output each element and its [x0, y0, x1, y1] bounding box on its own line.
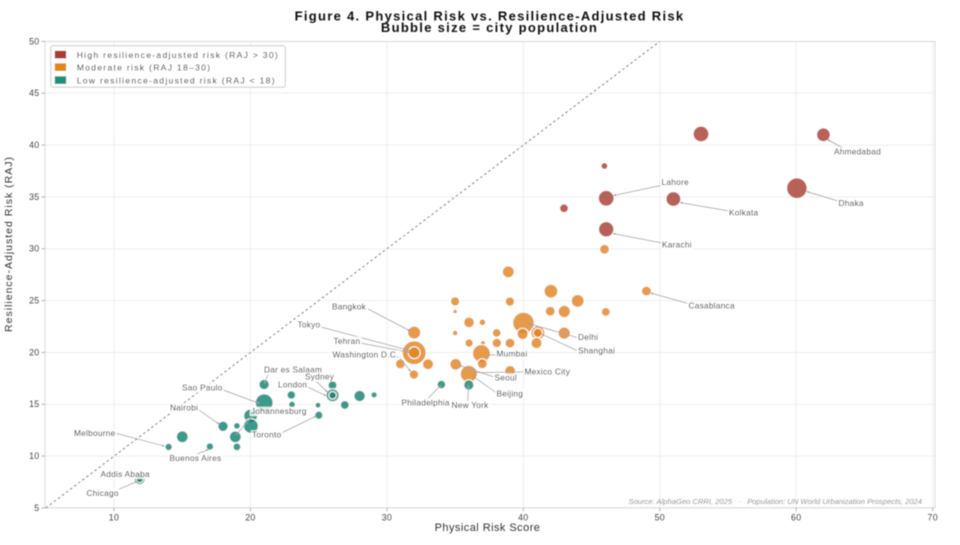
svg-text:Kolkata: Kolkata	[729, 208, 759, 218]
svg-text:70: 70	[928, 513, 938, 523]
svg-text:Physical Risk Score: Physical Risk Score	[435, 522, 541, 534]
svg-text:Philadelphia: Philadelphia	[402, 398, 450, 408]
svg-text:15: 15	[29, 399, 39, 409]
svg-text:Addis Ababa: Addis Ababa	[101, 469, 150, 479]
svg-text:25: 25	[29, 296, 39, 306]
svg-text:Delhi: Delhi	[578, 332, 598, 342]
svg-text:5: 5	[34, 503, 39, 513]
svg-text:Beijing: Beijing	[497, 389, 524, 399]
svg-text:Washington D.C.: Washington D.C.	[333, 350, 399, 360]
svg-text:Melbourne: Melbourne	[74, 428, 116, 438]
svg-text:Source: AlphaGeo CRRI, 2025: Source: AlphaGeo CRRI, 2025 · Population…	[629, 497, 923, 506]
svg-text:Resilience-Adjusted Risk (RAJ): Resilience-Adjusted Risk (RAJ)	[3, 156, 15, 332]
svg-text:10: 10	[109, 513, 119, 523]
svg-text:Buenos Aires: Buenos Aires	[170, 453, 222, 463]
svg-text:50: 50	[655, 513, 665, 523]
svg-text:10: 10	[29, 451, 39, 461]
svg-text:High resilience-adjusted risk: High resilience-adjusted risk (RAJ > 30)	[77, 50, 279, 60]
svg-text:40: 40	[29, 140, 39, 150]
svg-text:Casablanca: Casablanca	[689, 301, 735, 311]
svg-text:Mexico City: Mexico City	[525, 367, 571, 377]
svg-text:Bangkok: Bangkok	[332, 302, 367, 312]
svg-text:35: 35	[29, 192, 39, 202]
svg-text:Nairobi: Nairobi	[170, 403, 198, 413]
svg-text:Lahore: Lahore	[662, 177, 689, 187]
svg-text:Low resilience-adjusted risk (: Low resilience-adjusted risk (RAJ < 18)	[77, 75, 276, 85]
svg-text:New York: New York	[452, 400, 490, 410]
svg-text:Ahmedabad: Ahmedabad	[834, 147, 881, 157]
svg-text:Seoul: Seoul	[495, 373, 517, 383]
svg-text:Sydney: Sydney	[305, 372, 335, 382]
svg-text:20: 20	[29, 347, 39, 357]
svg-text:Mumbai: Mumbai	[497, 349, 528, 359]
svg-text:30: 30	[29, 244, 39, 254]
svg-text:Karachi: Karachi	[662, 240, 692, 250]
svg-text:Bubble size = city population: Bubble size = city population	[381, 20, 598, 35]
svg-text:Sao Paulo: Sao Paulo	[182, 383, 223, 393]
svg-text:Toronto: Toronto	[252, 430, 282, 440]
svg-text:45: 45	[29, 88, 39, 98]
svg-text:Shanghai: Shanghai	[578, 346, 615, 356]
svg-text:30: 30	[382, 513, 392, 523]
svg-text:Moderate risk (RAJ 18–30): Moderate risk (RAJ 18–30)	[77, 62, 212, 72]
svg-text:20: 20	[245, 513, 255, 523]
svg-text:Dhaka: Dhaka	[839, 198, 864, 208]
svg-text:60: 60	[791, 513, 801, 523]
svg-text:40: 40	[518, 513, 528, 523]
svg-text:Tehran: Tehran	[334, 336, 361, 346]
svg-text:Tokyo: Tokyo	[298, 320, 321, 330]
svg-text:London: London	[278, 380, 307, 390]
svg-text:Johannesburg: Johannesburg	[251, 406, 307, 416]
svg-text:50: 50	[29, 36, 39, 46]
svg-text:Chicago: Chicago	[87, 488, 119, 498]
